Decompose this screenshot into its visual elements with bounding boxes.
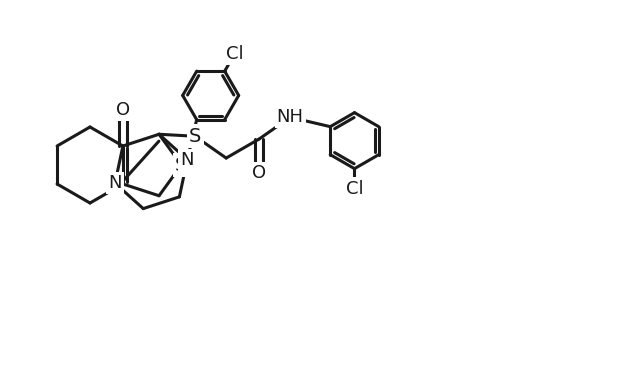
Text: N: N: [180, 151, 194, 169]
Text: Cl: Cl: [346, 180, 364, 198]
Text: S: S: [189, 127, 201, 146]
Text: S: S: [175, 155, 188, 175]
Text: NH: NH: [276, 108, 304, 126]
Text: O: O: [252, 164, 266, 182]
Text: O: O: [116, 101, 130, 119]
Text: N: N: [108, 174, 122, 192]
Text: Cl: Cl: [226, 45, 243, 63]
